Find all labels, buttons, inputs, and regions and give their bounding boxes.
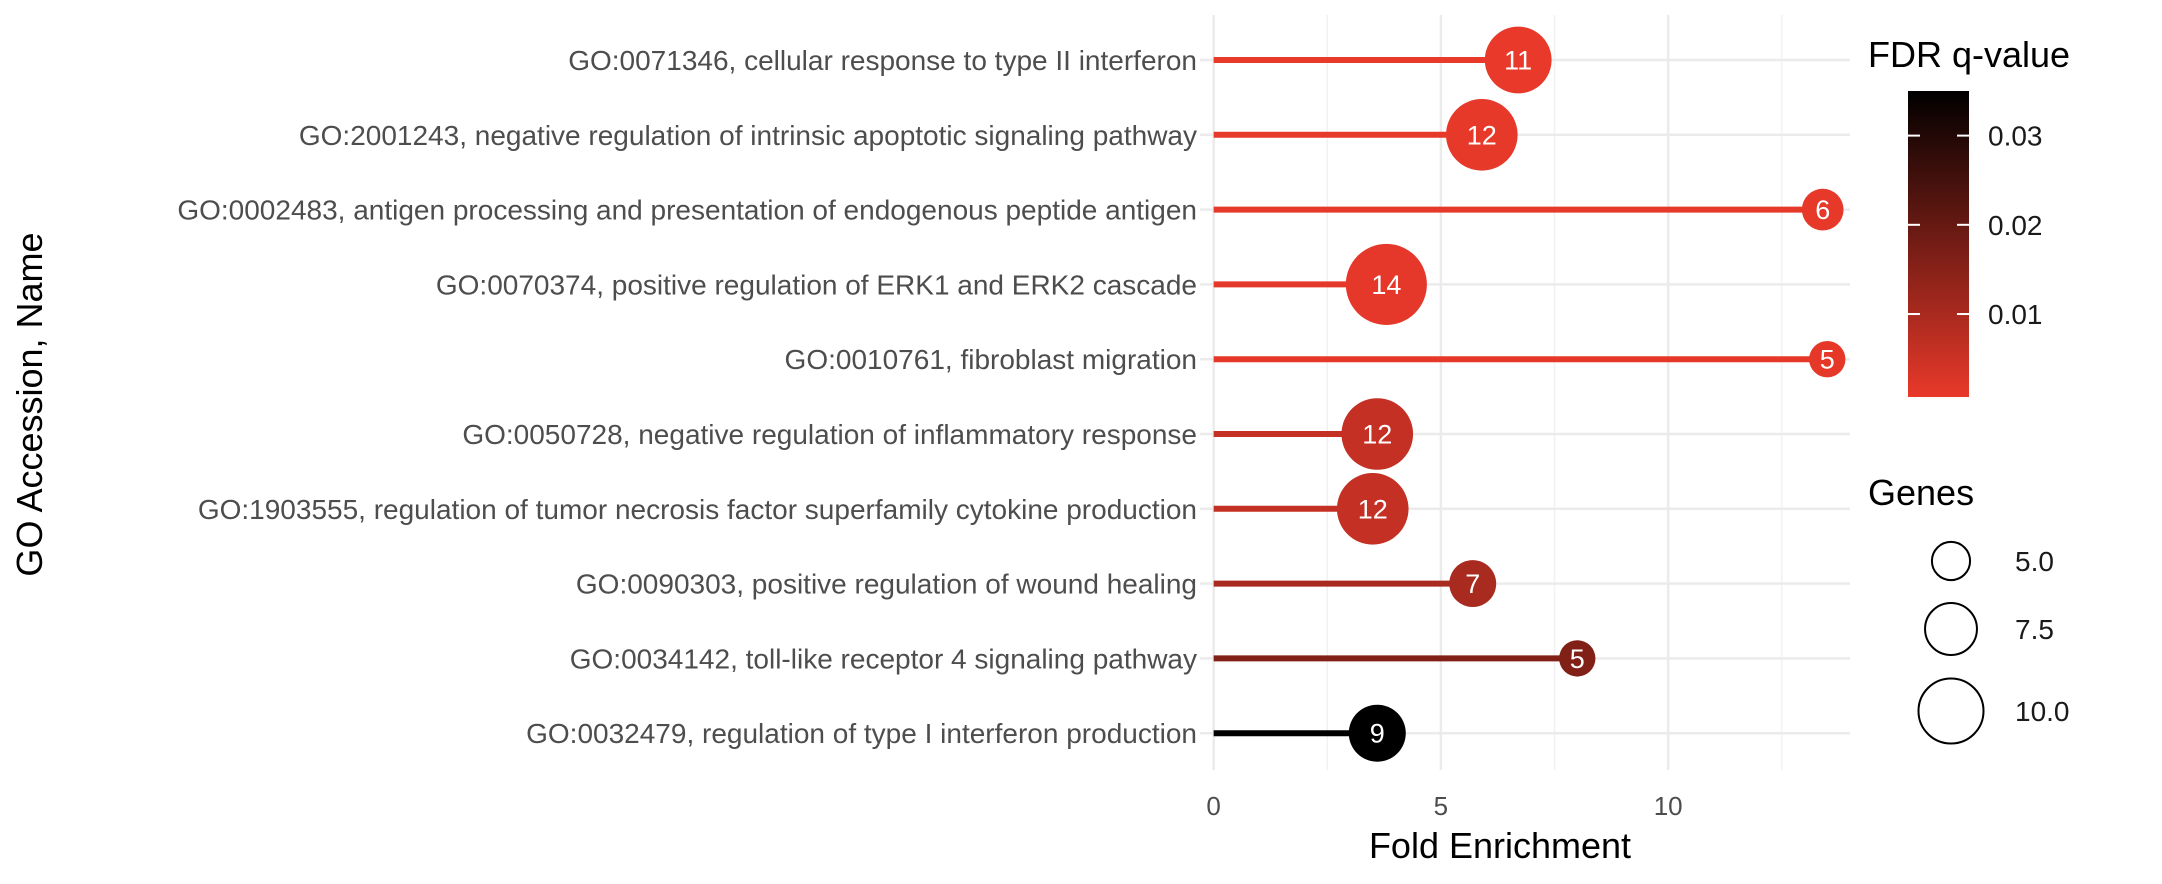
- category-label: GO:0050728, negative regulation of infla…: [462, 419, 1197, 450]
- fdr-legend-tick: 0.02: [1988, 210, 2043, 241]
- lollipop-point: [1449, 560, 1497, 608]
- category-label: GO:0010761, fibroblast migration: [785, 344, 1197, 375]
- point-gene-count: 12: [1358, 494, 1388, 524]
- point-gene-count: 6: [1815, 195, 1830, 225]
- category-label: GO:1903555, regulation of tumor necrosis…: [198, 494, 1197, 525]
- point-gene-count: 12: [1362, 420, 1392, 450]
- genes-legend-label: 10.0: [2015, 696, 2070, 727]
- point-gene-count: 14: [1371, 270, 1401, 300]
- point-gene-count: 5: [1570, 644, 1585, 674]
- genes-legend-label: 5.0: [2015, 546, 2054, 577]
- genes-legend: Genes 5.0 7.5 10.0: [1868, 472, 2070, 745]
- category-label: GO:0070374, positive regulation of ERK1 …: [436, 269, 1197, 300]
- point-gene-count: 11: [1504, 46, 1532, 76]
- point-gene-count: 5: [1820, 345, 1835, 375]
- point-gene-count: 9: [1370, 719, 1385, 749]
- fdr-legend-title: FDR q-value: [1868, 34, 2070, 75]
- category-label: GO:0090303, positive regulation of wound…: [576, 569, 1197, 600]
- lollipop-point: [1345, 243, 1427, 325]
- lollipop-point: [1341, 398, 1414, 470]
- lollipop-point: [1446, 98, 1518, 171]
- category-label: GO:0071346, cellular response to type II…: [568, 45, 1197, 76]
- category-label: GO:2001243, negative regulation of intri…: [299, 120, 1197, 151]
- x-tick-label: 10: [1654, 791, 1683, 821]
- category-label: GO:0034142, toll-like receptor 4 signali…: [570, 643, 1197, 674]
- lollipop-point: [1559, 640, 1596, 677]
- category-label: GO:0032479, regulation of type I interfe…: [526, 718, 1197, 749]
- genes-legend-title: Genes: [1868, 472, 1974, 513]
- point-gene-count: 12: [1467, 120, 1497, 150]
- x-tick-label: 0: [1206, 791, 1220, 821]
- genes-legend-circle: [1924, 602, 1978, 656]
- point-gene-count: 7: [1465, 569, 1480, 599]
- lollipop-point: [1336, 472, 1409, 545]
- genes-legend-label: 7.5: [2015, 614, 2054, 645]
- category-labels: GO:0071346, cellular response to type II…: [177, 45, 1197, 749]
- data-marks: 11 12 6 14 5 12 12 7 5 9: [1213, 26, 1846, 762]
- x-tick-label: 5: [1434, 791, 1448, 821]
- fdr-colorbar: [1908, 91, 1969, 397]
- lollipop-point: [1809, 341, 1846, 378]
- x-axis-title: Fold Enrichment: [1369, 825, 1631, 866]
- category-label: GO:0002483, antigen processing and prese…: [177, 195, 1197, 226]
- fdr-legend: FDR q-value 0.03 0.02 0.01: [1868, 34, 2070, 397]
- y-axis-title: GO Accession, Name: [9, 232, 50, 576]
- fdr-legend-tick: 0.03: [1988, 121, 2043, 152]
- lollipop-point: [1348, 704, 1406, 762]
- genes-legend-circle: [1917, 677, 1985, 745]
- lollipop-point: [1801, 188, 1844, 231]
- axes: Fold Enrichment GO Accession, Name 0 5 10: [9, 232, 1683, 866]
- genes-legend-circle: [1930, 540, 1972, 582]
- fdr-legend-tick: 0.01: [1988, 299, 2043, 330]
- lollipop-point: [1484, 26, 1552, 94]
